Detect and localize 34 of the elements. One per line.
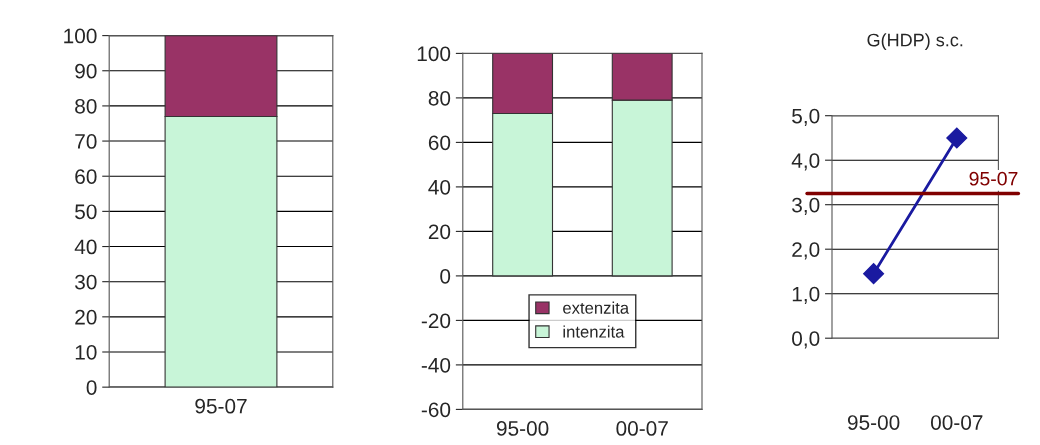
y-tick-label: 100 bbox=[417, 46, 451, 62]
y-tick-label: 2,0 bbox=[792, 242, 820, 260]
y-tick-label: 50 bbox=[75, 204, 97, 220]
y-tick-label: 90 bbox=[75, 63, 97, 79]
y-tick-label: 1,0 bbox=[792, 286, 820, 304]
y-tick-label: 0 bbox=[440, 268, 451, 284]
y-tick-label: 3,0 bbox=[792, 197, 820, 215]
x-tick-label: 00-07 bbox=[930, 415, 983, 430]
y-tick-label: 80 bbox=[75, 98, 97, 114]
x-tick-label: 95-00 bbox=[496, 421, 549, 436]
y-tick-label: 4,0 bbox=[791, 153, 820, 171]
y-tick-label: 5,0 bbox=[792, 108, 820, 126]
y-tick-label: 60 bbox=[428, 135, 451, 151]
y-tick-label: 100 bbox=[64, 28, 97, 44]
chart-title: G(HDP) s.c. bbox=[867, 33, 963, 50]
y-tick-label: 80 bbox=[428, 90, 451, 106]
y-tick-label: 30 bbox=[75, 274, 97, 290]
y-tick-label: 20 bbox=[428, 224, 451, 240]
y-tick-label: 10 bbox=[75, 345, 97, 360]
y-tick-label: 70 bbox=[75, 134, 97, 149]
y-tick-label: 40 bbox=[74, 239, 97, 255]
y-tick-label: 20 bbox=[75, 309, 97, 325]
y-tick-label: -60 bbox=[421, 402, 451, 418]
y-tick-label: -40 bbox=[421, 357, 451, 373]
y-tick-label: 60 bbox=[75, 169, 97, 184]
y-tick-label: 40 bbox=[428, 179, 451, 195]
x-tick-label: 95-00 bbox=[847, 415, 900, 430]
x-tick-label: 00-07 bbox=[616, 421, 668, 436]
y-tick-label: -20 bbox=[421, 313, 451, 329]
legend-label: extenzita bbox=[563, 301, 630, 314]
y-tick-label: 0 bbox=[86, 380, 97, 395]
legend-label: intenzita bbox=[563, 325, 625, 338]
y-tick-label: 0,0 bbox=[792, 331, 820, 349]
annotation: 95-07 bbox=[969, 171, 1018, 186]
